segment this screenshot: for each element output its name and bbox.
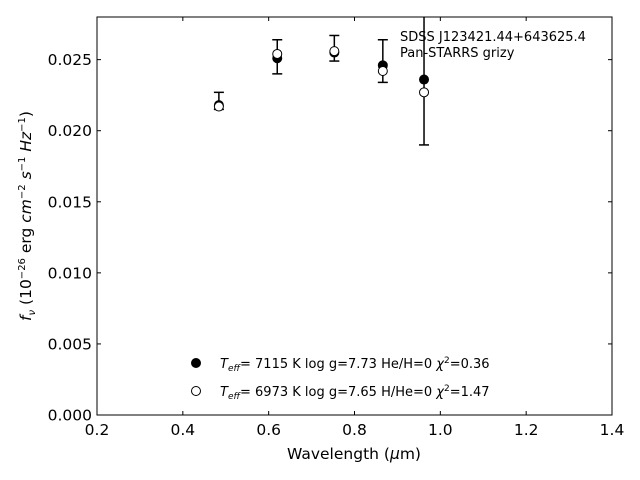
legend: Teff= 7115 K log g=7.73 He/H=0 χ2=0.36 T… [191,356,490,402]
axes: 0.2 0.4 0.6 0.8 1.0 1.2 1.4 0.000 0.005 0.010 0.01… [48,17,625,439]
y-tick-label: 0.005 [48,335,92,353]
legend-marker-open [191,386,201,396]
x-tick-label: 0.8 [342,421,367,439]
x-axis-label: Wavelength (μm) [287,445,421,463]
error-bars [213,17,430,146]
model-point-open [213,101,224,112]
legend-label-2: Teff= 6973 K log g=7.65 H/He=0 χ2=1.47 [220,384,490,402]
data-markers [213,46,430,112]
x-tick-label: 1.4 [600,421,625,439]
x-tick-label: 0.4 [171,421,196,439]
legend-label-1: Teff= 7115 K log g=7.73 He/H=0 χ2=0.36 [220,356,490,374]
model-point-filled [419,74,430,85]
plot-frame [96,16,613,416]
model-point-open [419,87,430,98]
y-tick-label: 0.010 [48,264,92,282]
y-tick-label: 0.020 [48,122,92,140]
legend-marker-filled [191,358,201,368]
model-point-open [329,46,340,57]
x-tick-label: 1.2 [514,421,539,439]
x-tick-label: 0.2 [85,421,110,439]
model-point-open [272,48,283,59]
annotation-object-name: SDSS J123421.44+643625.4 [400,30,586,45]
x-tick-label: 0.6 [256,421,281,439]
y-tick-label: 0.015 [48,193,92,211]
annotation-survey: Pan-STARRS grizy [400,46,515,61]
x-tick-label: 1.0 [428,421,453,439]
y-axis-label: fν (10−26 erg cm−2 s−1 Hz−1) [17,111,38,321]
y-tick-label: 0.000 [48,407,92,425]
model-point-open [377,66,388,77]
y-tick-label: 0.025 [48,51,92,69]
